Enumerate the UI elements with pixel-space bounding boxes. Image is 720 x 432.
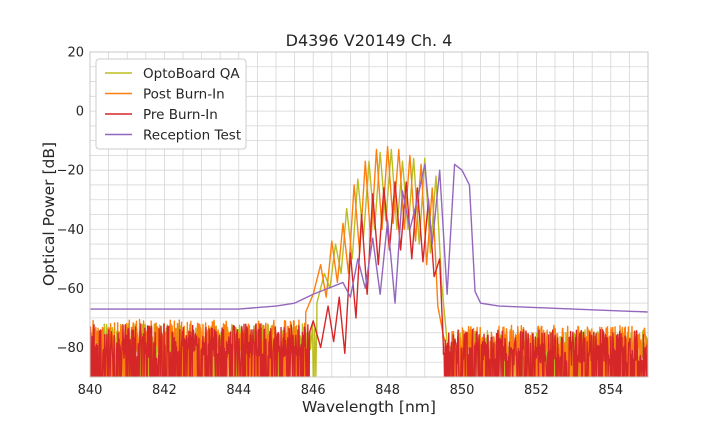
y-tick-labels: 20 0 −20 −40 −60 −80	[57, 46, 84, 356]
legend-label: Pre Burn-In	[143, 107, 218, 123]
x-tick-label: 848	[375, 383, 400, 398]
x-tick-label: 844	[226, 383, 251, 398]
legend-label: OptoBoard QA	[143, 66, 240, 82]
legend-label: Post Burn-In	[143, 87, 225, 103]
legend-label: Reception Test	[143, 128, 241, 144]
series-line-reception-test	[90, 163, 648, 313]
x-tick-label: 842	[152, 383, 177, 398]
x-tick-labels: 840 842 844 846 848 850 852 854	[78, 383, 624, 398]
y-axis-title: Optical Power [dB]	[40, 142, 58, 286]
y-tick-label: 20	[67, 46, 84, 61]
x-tick-label: 850	[450, 383, 475, 398]
plot-frame	[89, 51, 649, 378]
legend-box	[95, 58, 247, 150]
legend: OptoBoard QA Post Burn-In Pre Burn-In Recep…	[95, 58, 247, 150]
y-tick-label: −60	[57, 282, 84, 297]
chart-title: D4396 V20149 Ch. 4	[286, 31, 453, 50]
x-tick-label: 846	[301, 383, 326, 398]
series-line-pre-burn-in	[90, 181, 648, 377]
y-tick-label: −40	[57, 223, 84, 238]
y-tick-label: −20	[57, 164, 84, 179]
x-axis-title: Wavelength [nm]	[302, 398, 436, 416]
plot-area	[89, 51, 649, 378]
x-tick-label: 854	[598, 383, 623, 398]
x-tick-label: 840	[78, 383, 103, 398]
y-tick-label: −80	[57, 341, 84, 356]
x-tick-label: 852	[524, 383, 549, 398]
y-tick-label: 0	[76, 105, 84, 120]
